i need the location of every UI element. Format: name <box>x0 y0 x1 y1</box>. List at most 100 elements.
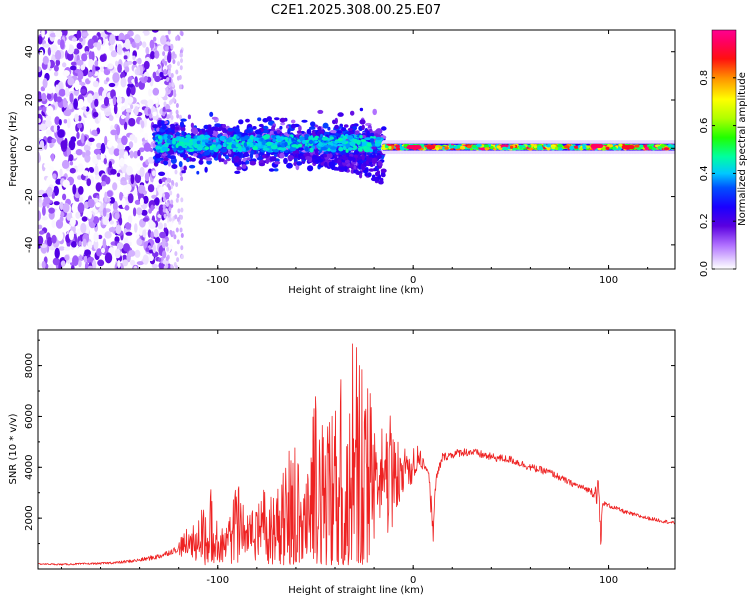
noise-speck <box>56 96 62 103</box>
noise-speck <box>78 37 84 42</box>
noise-speck <box>174 251 178 257</box>
noise-speck <box>142 41 147 48</box>
noise-speck <box>130 104 134 110</box>
noise-speck <box>143 75 148 82</box>
noise-speck <box>121 135 128 146</box>
noise-speck <box>81 53 88 62</box>
noise-speck <box>164 60 168 66</box>
band-speck <box>203 150 211 156</box>
band-speck <box>190 122 194 129</box>
band-speck <box>309 147 314 153</box>
band-speck <box>274 161 281 165</box>
noise-speck <box>119 191 123 201</box>
noise-speck <box>147 108 151 115</box>
noise-speck <box>139 197 144 206</box>
noise-speck <box>154 50 160 59</box>
band-speck <box>332 119 336 125</box>
noise-speck <box>49 142 54 148</box>
colorbar-tick-label: 0.2 <box>699 213 710 229</box>
noise-speck <box>113 148 120 157</box>
noise-speck <box>94 60 99 67</box>
noise-speck <box>163 192 170 199</box>
noise-speck <box>109 220 114 225</box>
noise-speck <box>175 197 179 203</box>
band-speck <box>209 137 217 140</box>
noise-speck <box>67 77 75 86</box>
band-speck <box>157 135 162 139</box>
noise-speck <box>92 216 100 225</box>
noise-speck <box>62 179 70 188</box>
band-speck <box>204 166 208 173</box>
band-speck <box>345 143 351 148</box>
noise-speck <box>148 254 154 262</box>
noise-speck <box>100 66 104 73</box>
noise-speck <box>96 142 102 149</box>
noise-speck <box>130 174 135 185</box>
band-speck <box>201 141 206 147</box>
noise-speck <box>139 32 145 39</box>
noise-speck <box>166 246 170 252</box>
band-speck <box>325 144 332 148</box>
line-core <box>551 146 556 150</box>
band-speck <box>183 153 187 159</box>
band-speck <box>155 145 161 150</box>
line-core <box>435 147 440 151</box>
line-core <box>471 144 478 148</box>
noise-speck <box>59 168 63 177</box>
noise-speck <box>127 83 134 88</box>
noise-speck <box>76 131 80 139</box>
noise-speck <box>176 217 180 222</box>
noise-speck <box>161 250 167 259</box>
noise-speck <box>102 216 109 225</box>
noise-speck <box>71 37 78 42</box>
noise-speck <box>115 60 119 67</box>
band-speck <box>350 141 356 147</box>
noise-speck <box>180 233 184 238</box>
band-speck <box>266 141 272 146</box>
band-speck <box>196 140 201 145</box>
band-speck <box>279 152 285 159</box>
noise-speck <box>58 88 66 97</box>
noise-speck <box>175 109 179 115</box>
band-speck <box>223 159 228 165</box>
noise-speck <box>174 214 178 220</box>
noise-speck <box>61 30 68 37</box>
noise-speck <box>87 140 93 147</box>
noise-speck <box>170 115 174 120</box>
band-speck <box>311 137 317 141</box>
noise-speck <box>97 234 103 240</box>
noise-speck <box>150 231 154 239</box>
band-speck <box>205 157 213 162</box>
noise-speck <box>178 114 182 120</box>
band-speck <box>359 134 363 139</box>
tail-speck <box>355 170 360 175</box>
noise-speck <box>50 44 58 53</box>
band-speck <box>347 135 354 140</box>
noise-speck <box>80 88 87 94</box>
band-speck <box>262 147 270 151</box>
noise-speck <box>79 196 84 202</box>
band-speck <box>220 148 228 153</box>
noise-speck <box>180 58 183 64</box>
band-speck <box>288 138 292 144</box>
noise-speck <box>107 63 114 70</box>
band-speck <box>358 148 363 152</box>
y-tick-label: 2000 <box>24 505 35 530</box>
noise-speck <box>82 151 86 158</box>
noise-speck <box>116 172 121 177</box>
noise-speck <box>180 207 184 213</box>
band-speck <box>212 153 217 159</box>
tail-speck <box>380 168 387 173</box>
band-speck <box>208 140 212 144</box>
noise-speck <box>54 247 60 259</box>
band-speck <box>250 150 255 155</box>
band-speck <box>214 123 222 128</box>
band-speck <box>352 125 357 131</box>
band-speck <box>189 164 196 169</box>
tail-speck <box>323 154 328 158</box>
band-speck <box>370 138 375 143</box>
noise-speck <box>128 250 136 257</box>
noise-speck <box>45 105 54 116</box>
noise-speck <box>122 259 129 267</box>
